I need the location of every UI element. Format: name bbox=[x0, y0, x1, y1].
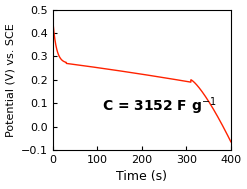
X-axis label: Time (s): Time (s) bbox=[116, 170, 167, 184]
Y-axis label: Potential (V) vs. SCE: Potential (V) vs. SCE bbox=[5, 23, 16, 137]
Text: C = 3152 F g$^{-1}$: C = 3152 F g$^{-1}$ bbox=[102, 96, 217, 117]
